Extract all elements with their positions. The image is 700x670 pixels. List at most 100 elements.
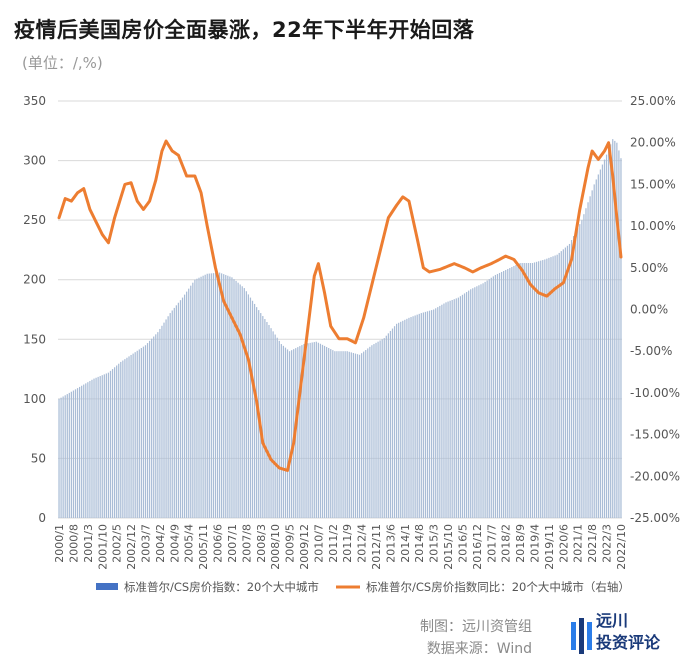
bar [111, 369, 114, 518]
bar [352, 352, 354, 518]
bar [120, 361, 122, 518]
bar [328, 348, 330, 518]
bar [443, 303, 445, 518]
bar [278, 340, 280, 518]
x-tick-label: 2004/9 [168, 524, 181, 563]
x-tick-label: 2009/12 [298, 524, 311, 570]
bar [260, 313, 262, 518]
bar [330, 349, 332, 518]
bar [400, 321, 402, 518]
bar [573, 236, 575, 518]
bar [538, 261, 540, 518]
bar [249, 297, 252, 518]
bar [595, 179, 597, 518]
left-axis-tick-label: 100 [23, 392, 46, 406]
bar [326, 346, 328, 518]
bar [435, 308, 437, 518]
bar [402, 320, 404, 518]
bar [593, 184, 595, 518]
right-axis-tick-label: 25.00% [630, 94, 676, 108]
bar [155, 334, 157, 518]
bar [181, 297, 184, 518]
bar [616, 142, 618, 518]
bar [494, 274, 497, 518]
bar [558, 252, 560, 518]
bar [398, 322, 400, 518]
bar [496, 273, 499, 518]
bar [210, 273, 212, 518]
bar [313, 342, 315, 518]
bar [58, 398, 60, 518]
x-tick-label: 2000/1 [53, 524, 66, 563]
bar [453, 299, 455, 518]
bar [124, 359, 126, 518]
bar [562, 249, 564, 518]
bar [89, 380, 91, 518]
left-axis-tick-label: 350 [23, 94, 46, 108]
bar [186, 291, 188, 518]
bar [297, 347, 299, 518]
bar [525, 263, 527, 518]
bar [470, 289, 472, 518]
x-tick-label: 2012/11 [370, 524, 383, 570]
bar [122, 360, 124, 518]
bar [531, 263, 534, 518]
bar [449, 300, 451, 518]
bar [523, 263, 525, 518]
bar [468, 290, 470, 518]
right-axis-tick-label: -10.00% [630, 386, 680, 400]
bar [340, 351, 342, 518]
x-tick-label: 2006/6 [212, 524, 225, 563]
bar [93, 378, 95, 518]
bar [472, 288, 474, 518]
bar [237, 282, 239, 518]
bar [404, 319, 406, 518]
bar [62, 396, 64, 518]
bar [243, 288, 245, 518]
bar [221, 273, 223, 518]
x-tick-label: 2008/3 [255, 524, 268, 563]
x-tick-label: 2022/10 [615, 524, 628, 570]
bar [476, 286, 478, 518]
bar [575, 232, 577, 518]
bar [229, 276, 231, 518]
bar [291, 350, 293, 518]
bar [498, 272, 501, 518]
bar [280, 344, 282, 518]
bar [183, 294, 186, 518]
bar [282, 345, 285, 518]
bar [128, 356, 130, 518]
brand-logo: 远川 投资评论 [570, 612, 690, 662]
credits: 制图：远川资管组 数据来源：Wind [420, 616, 532, 660]
bar [206, 273, 208, 518]
left-axis-tick-label: 150 [23, 332, 46, 346]
bar [387, 333, 389, 518]
source-credit: 数据来源：Wind [426, 641, 532, 657]
bar [151, 338, 153, 518]
bar [284, 347, 287, 518]
bar [373, 344, 375, 518]
bar [383, 338, 385, 518]
x-tick-label: 2012/4 [356, 524, 369, 563]
right-axis-tick-label: 10.00% [630, 219, 676, 233]
bar [597, 174, 599, 518]
bar [60, 397, 62, 518]
bar [227, 275, 229, 518]
x-tick-label: 2007/8 [240, 524, 253, 563]
x-tick-label: 2005/4 [183, 524, 196, 563]
bar [286, 349, 289, 518]
bar [605, 154, 608, 519]
bar [612, 139, 614, 518]
x-tick-label: 2004/2 [154, 524, 167, 563]
bar [533, 262, 536, 518]
bar [354, 353, 357, 518]
bar [91, 379, 93, 518]
bar [321, 344, 324, 518]
right-axis-tick-label: 15.00% [630, 177, 676, 191]
bar [132, 353, 134, 518]
bar [83, 384, 85, 518]
bar [126, 357, 128, 518]
bar [350, 352, 352, 518]
bar [503, 270, 505, 518]
bar [348, 351, 350, 518]
